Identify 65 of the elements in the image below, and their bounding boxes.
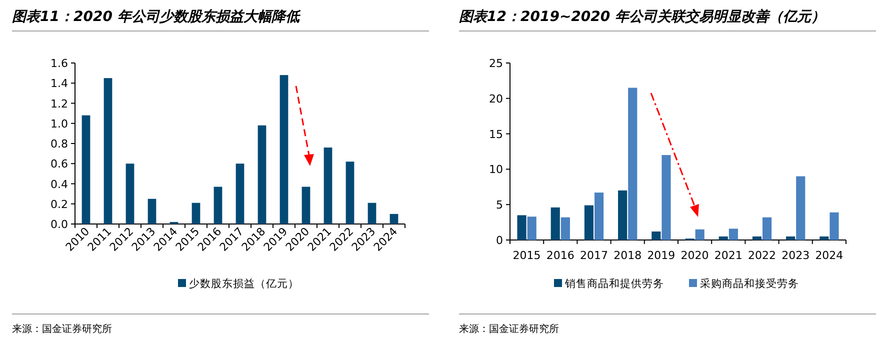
bar: [718, 236, 728, 240]
bar: [82, 115, 90, 224]
bar: [527, 216, 536, 240]
bar: [346, 162, 354, 224]
bar: [796, 176, 806, 240]
bar: [258, 125, 266, 224]
bar: [695, 229, 704, 240]
legend-label: 采购商品和接受劳务: [700, 277, 799, 290]
bar: [104, 78, 112, 224]
y-tick-label: 25: [489, 57, 503, 70]
bar: [662, 155, 671, 240]
x-tick-label: 2016: [546, 249, 574, 262]
y-tick-label: 0.2: [50, 198, 68, 211]
y-tick-label: 5: [496, 198, 503, 212]
y-tick-label: 0.0: [50, 218, 68, 231]
bar: [728, 228, 738, 240]
x-tick-label: 2024: [815, 249, 844, 262]
bar: [584, 205, 594, 240]
bar: [214, 186, 222, 224]
y-tick-label: 20: [489, 92, 503, 106]
y-tick-label: 0.8: [50, 138, 68, 150]
bar: [192, 202, 200, 224]
x-tick-label: 2021: [714, 249, 742, 262]
y-tick-label: 0: [496, 234, 503, 247]
x-tick-label: 2022: [748, 249, 776, 262]
y-tick-label: 0.4: [50, 178, 68, 191]
bar: [560, 217, 570, 240]
bar: [762, 217, 772, 240]
bar: [368, 202, 376, 224]
chart-title: 图表11：2020 年公司少数股东损益大幅降低: [12, 8, 302, 25]
x-tick-label: 2018: [614, 249, 642, 262]
chart-title: 图表12：2019~2020 年公司关联交易明显改善（亿元）: [459, 8, 826, 25]
bar: [517, 215, 526, 240]
y-tick-label: 15: [489, 128, 503, 141]
x-tick-label: 2015: [512, 249, 541, 262]
y-tick-label: 1.0: [50, 117, 68, 130]
bar: [752, 236, 762, 240]
bar: [390, 214, 398, 224]
source-note: 来源：国金证券研究所: [459, 323, 559, 335]
y-tick-label: 1.2: [50, 97, 68, 110]
bar: [786, 236, 796, 240]
x-tick-label: 2020: [680, 249, 709, 262]
y-tick-label: 10: [489, 163, 503, 176]
y-tick-label: 1.6: [50, 57, 68, 70]
bar: [618, 190, 628, 240]
bar: [628, 88, 638, 240]
bar: [594, 192, 604, 240]
bar: [830, 212, 839, 240]
bar: [280, 75, 288, 224]
bar: [302, 186, 310, 224]
y-tick-label: 1.4: [50, 77, 68, 90]
source-note: 来源：国金证券研究所: [12, 323, 112, 335]
bar: [236, 164, 244, 224]
bar: [324, 148, 332, 224]
bar: [652, 232, 661, 240]
x-tick-label: 2017: [580, 249, 608, 262]
x-tick-label: 2019: [647, 249, 676, 262]
bar: [820, 236, 829, 240]
legend-label: 销售商品和提供劳务: [564, 277, 664, 290]
bar: [148, 198, 156, 224]
legend-label: 少数股东损益（亿元）: [189, 277, 299, 290]
bar: [550, 207, 560, 240]
bar: [126, 164, 134, 224]
x-tick-label: 2023: [782, 249, 810, 262]
y-tick-label: 0.6: [50, 158, 68, 171]
